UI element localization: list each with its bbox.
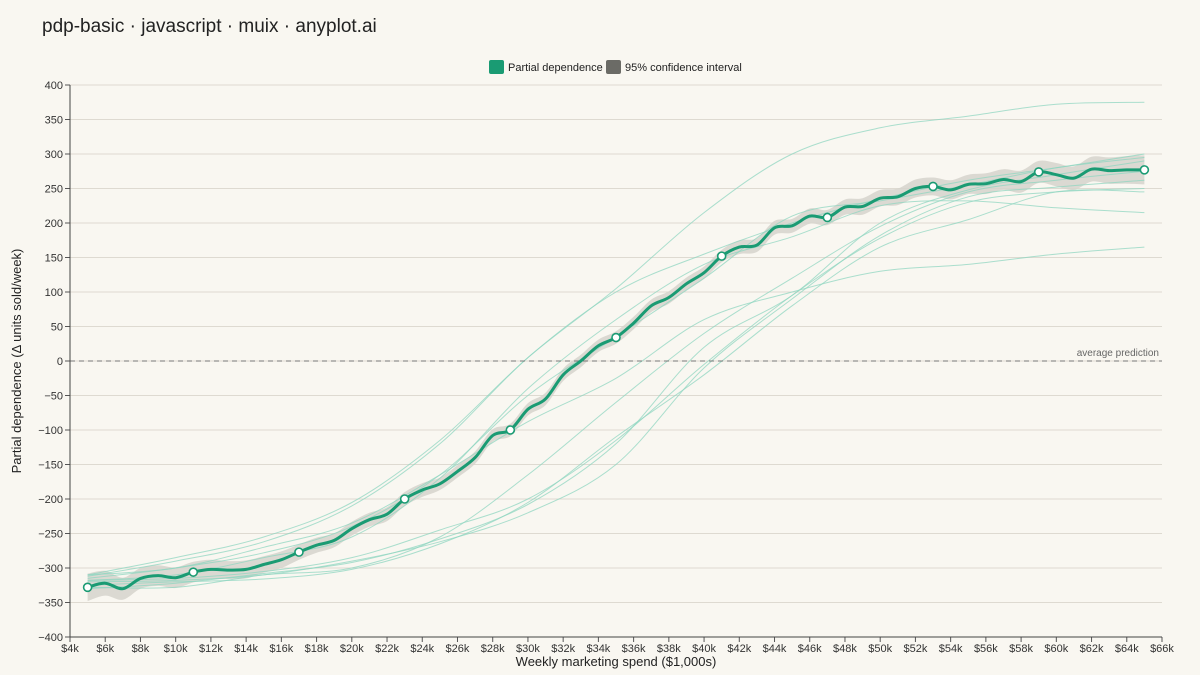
- ice-line: [87, 170, 1145, 589]
- y-tick-label: 100: [45, 287, 63, 299]
- x-tick-label: $24k: [410, 643, 434, 655]
- y-tick-label: −300: [38, 563, 63, 575]
- x-tick-label: $52k: [903, 643, 927, 655]
- pd-marker: [399, 494, 410, 504]
- x-tick-label: $44k: [763, 643, 787, 655]
- ice-line: [87, 101, 1145, 576]
- y-tick-label: −200: [38, 494, 63, 506]
- y-tick-label: −50: [44, 391, 63, 403]
- x-tick-label: $58k: [1009, 643, 1033, 655]
- x-tick-label: $56k: [974, 643, 998, 655]
- x-axis-label: Weekly marketing spend ($1,000s): [516, 654, 717, 669]
- x-tick-label: $22k: [375, 643, 399, 655]
- pd-marker: [1033, 167, 1044, 177]
- grid-lines: [70, 84, 1162, 638]
- x-tick-label: $8k: [132, 643, 150, 655]
- legend[interactable]: Partial dependence 95% confidence interva…: [489, 60, 742, 74]
- legend-item[interactable]: 95% confidence interval: [606, 60, 742, 74]
- ice-line: [87, 246, 1145, 576]
- x-tick-label: $50k: [868, 643, 892, 655]
- pd-marker: [822, 212, 833, 223]
- legend-item[interactable]: Partial dependence: [489, 60, 603, 74]
- y-tick-label: 400: [45, 80, 63, 92]
- y-tick-label: 0: [57, 356, 63, 368]
- x-tick-label: $20k: [340, 643, 364, 655]
- x-tick-label: $14k: [234, 643, 258, 655]
- legend-label: 95% confidence interval: [625, 62, 742, 74]
- x-tick-label: $10k: [164, 643, 188, 655]
- legend-label: Partial dependence: [508, 62, 603, 74]
- pd-marker: [1139, 165, 1150, 175]
- pd-marker: [928, 181, 938, 192]
- pd-marker: [294, 547, 304, 557]
- x-tick-label: $54k: [939, 643, 963, 655]
- pd-marker: [505, 425, 516, 435]
- x-tick-label: $36k: [622, 643, 646, 655]
- pd-marker: [611, 332, 621, 343]
- y-tick-label: 200: [45, 218, 63, 230]
- y-tick-label: −400: [38, 632, 63, 644]
- x-tick-label: $40k: [692, 643, 716, 655]
- x-tick-label: $16k: [269, 643, 293, 655]
- y-tick-label: −350: [38, 598, 63, 610]
- x-tick-label: $32k: [551, 643, 575, 655]
- y-tick-label: −100: [38, 425, 63, 437]
- ice-line: [87, 156, 1145, 579]
- pd-marker: [82, 582, 93, 593]
- x-tick-label: $30k: [516, 643, 540, 655]
- reference-line: average prediction: [70, 348, 1162, 362]
- legend-swatch: [489, 60, 504, 74]
- pd-marker: [716, 251, 727, 261]
- x-tick-label: $12k: [199, 643, 223, 655]
- x-tick-label: $46k: [798, 643, 822, 655]
- x-tick-label: $66k: [1150, 643, 1174, 655]
- average-prediction-label: average prediction: [1077, 348, 1159, 359]
- x-tick-label: $28k: [481, 643, 505, 655]
- y-tick-label: 300: [45, 149, 63, 161]
- x-tick-label: $38k: [657, 643, 681, 655]
- ice-line: [87, 153, 1145, 577]
- ice-line: [87, 179, 1145, 583]
- pd-marker: [188, 567, 199, 577]
- x-tick-label: $48k: [833, 643, 857, 655]
- ice-line: [87, 200, 1145, 581]
- x-tick-label: $60k: [1044, 643, 1068, 655]
- x-tick-label: $4k: [61, 643, 79, 655]
- x-tick-label: $26k: [446, 643, 470, 655]
- x-tick-label: $64k: [1115, 643, 1139, 655]
- y-tick-label: 150: [45, 253, 63, 265]
- legend-swatch: [606, 60, 621, 74]
- y-tick-label: 350: [45, 115, 63, 127]
- x-tick-label: $6k: [96, 643, 114, 655]
- ice-line: [87, 188, 1145, 581]
- y-tick-label: 50: [51, 322, 63, 334]
- y-axis-label: Partial dependence (Δ units sold/week): [9, 249, 24, 474]
- page-title: pdp-basic · javascript · muix · anyplot.…: [42, 16, 377, 37]
- x-tick-label: $42k: [727, 643, 751, 655]
- y-tick-label: −150: [38, 460, 63, 472]
- x-tick-label: $18k: [305, 643, 329, 655]
- pd-series: [82, 165, 1150, 593]
- x-tick-label: $34k: [586, 643, 610, 655]
- ice-line: [87, 189, 1145, 586]
- x-tick-label: $62k: [1080, 643, 1104, 655]
- y-tick-label: −250: [38, 529, 63, 541]
- y-tick-label: 250: [45, 184, 63, 196]
- ice-lines: [87, 101, 1145, 590]
- axes: 400 350 300 250 200 150 100 50 0 −50 −100 −150 −200 −…: [38, 80, 1174, 655]
- ice-line: [87, 160, 1145, 590]
